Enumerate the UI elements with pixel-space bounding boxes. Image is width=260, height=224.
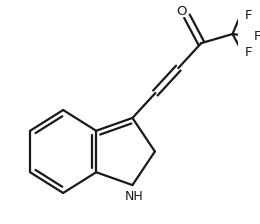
Text: NH: NH <box>125 190 144 203</box>
Text: F: F <box>254 30 260 43</box>
Text: O: O <box>176 5 187 18</box>
Text: F: F <box>245 9 252 22</box>
Text: F: F <box>245 46 252 59</box>
